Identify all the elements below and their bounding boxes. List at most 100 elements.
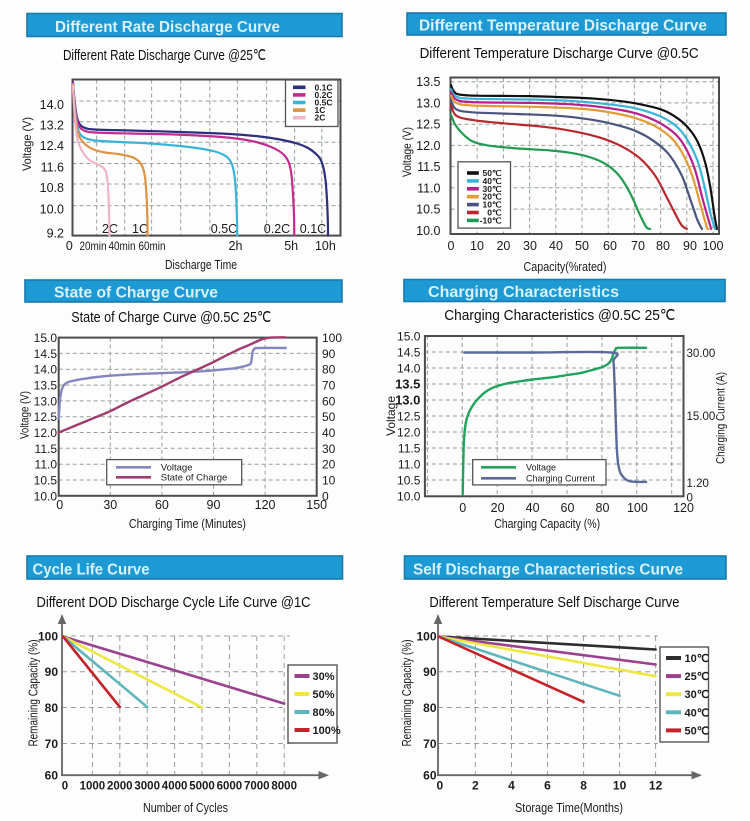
- svg-text:40℃: 40℃: [685, 707, 710, 719]
- svg-text:Voltage: Voltage: [526, 463, 556, 473]
- svg-text:40min: 40min: [109, 239, 136, 253]
- svg-text:30℃: 30℃: [685, 689, 710, 701]
- svg-text:100: 100: [416, 630, 436, 644]
- svg-text:0.2C: 0.2C: [264, 222, 290, 236]
- svg-text:2h: 2h: [229, 239, 243, 253]
- svg-text:150: 150: [306, 498, 327, 512]
- svg-text:10℃: 10℃: [685, 653, 710, 665]
- svg-text:12.5: 12.5: [397, 410, 421, 424]
- svg-text:100: 100: [38, 630, 58, 644]
- svg-text:0.2C: 0.2C: [315, 90, 333, 100]
- svg-text:14.0: 14.0: [34, 363, 58, 377]
- svg-text:Different Temperature Discharg: Different Temperature Discharge Curve @0…: [420, 45, 699, 62]
- svg-text:0: 0: [56, 498, 63, 512]
- svg-text:40: 40: [549, 239, 563, 253]
- svg-text:80: 80: [322, 363, 336, 377]
- svg-text:10.5: 10.5: [397, 474, 421, 488]
- svg-text:1000: 1000: [80, 781, 106, 793]
- svg-text:Charging Characteristics: Charging Characteristics: [428, 284, 619, 301]
- svg-text:13.0: 13.0: [395, 393, 420, 408]
- svg-text:10.8: 10.8: [40, 181, 64, 195]
- svg-text:10: 10: [322, 474, 336, 488]
- svg-text:10h: 10h: [315, 239, 336, 253]
- svg-text:5h: 5h: [284, 239, 298, 253]
- svg-text:12.0: 12.0: [397, 426, 421, 440]
- svg-text:Different Rate Discharge Curve: Different Rate Discharge Curve: [55, 19, 280, 36]
- svg-text:1C: 1C: [132, 222, 148, 236]
- svg-text:Voltage (V): Voltage (V): [20, 117, 34, 171]
- svg-text:Cycle Life Curve: Cycle Life Curve: [33, 562, 150, 579]
- svg-text:0: 0: [448, 239, 455, 253]
- svg-text:40℃: 40℃: [482, 176, 501, 186]
- svg-text:2000: 2000: [107, 781, 133, 793]
- svg-text:0.5C: 0.5C: [315, 98, 333, 108]
- svg-text:Remaining Capacity (%): Remaining Capacity (%): [27, 640, 41, 747]
- svg-text:90: 90: [683, 239, 697, 253]
- svg-text:20: 20: [491, 501, 505, 515]
- svg-text:10: 10: [613, 779, 627, 793]
- svg-text:-10℃: -10℃: [480, 215, 502, 225]
- svg-text:60: 60: [45, 769, 59, 783]
- svg-text:50℃: 50℃: [482, 168, 501, 178]
- svg-text:Storage Time(Months): Storage Time(Months): [515, 801, 623, 815]
- svg-text:70: 70: [631, 239, 645, 253]
- svg-text:20: 20: [322, 458, 336, 472]
- svg-text:14.5: 14.5: [397, 346, 421, 360]
- svg-text:13.0: 13.0: [416, 96, 440, 110]
- svg-text:70: 70: [45, 737, 59, 751]
- svg-text:2C: 2C: [315, 113, 326, 123]
- svg-text:15.0: 15.0: [34, 331, 58, 345]
- svg-text:0: 0: [62, 781, 68, 793]
- svg-text:Charging Current: Charging Current: [526, 474, 596, 484]
- svg-text:Discharge Time: Discharge Time: [165, 258, 237, 272]
- svg-text:80: 80: [45, 701, 59, 715]
- svg-text:Voltage: Voltage: [384, 396, 398, 436]
- svg-text:90: 90: [322, 347, 336, 361]
- svg-text:15.00: 15.00: [687, 411, 716, 423]
- svg-text:1C: 1C: [315, 105, 326, 115]
- svg-text:80%: 80%: [313, 707, 335, 719]
- svg-text:11.5: 11.5: [35, 442, 58, 456]
- svg-text:Capacity(%rated): Capacity(%rated): [524, 260, 607, 274]
- svg-text:0: 0: [436, 779, 443, 793]
- svg-text:13.5: 13.5: [395, 377, 420, 392]
- svg-text:90: 90: [207, 498, 221, 512]
- svg-text:0.5C: 0.5C: [211, 222, 237, 236]
- svg-text:80: 80: [423, 701, 437, 715]
- svg-text:120: 120: [673, 501, 694, 515]
- svg-text:11.6: 11.6: [41, 161, 64, 175]
- svg-text:14.5: 14.5: [34, 347, 58, 361]
- svg-text:20: 20: [496, 239, 510, 253]
- svg-text:60: 60: [603, 239, 617, 253]
- svg-text:13.5: 13.5: [34, 379, 58, 393]
- svg-text:Different Temperature Discharg: Different Temperature Discharge Curve: [419, 18, 707, 35]
- svg-text:12.0: 12.0: [416, 139, 440, 153]
- svg-text:11.0: 11.0: [417, 181, 440, 195]
- svg-text:12: 12: [649, 779, 663, 793]
- svg-text:60min: 60min: [139, 239, 166, 253]
- svg-text:50: 50: [575, 239, 589, 253]
- svg-text:Voltage (V): Voltage (V): [18, 391, 32, 439]
- svg-text:5000: 5000: [189, 781, 215, 793]
- svg-text:8: 8: [580, 779, 587, 793]
- svg-text:80: 80: [596, 501, 610, 515]
- svg-text:40: 40: [526, 501, 540, 515]
- svg-text:60: 60: [322, 394, 336, 408]
- svg-text:50℃: 50℃: [685, 725, 710, 737]
- svg-text:11.0: 11.0: [398, 458, 421, 472]
- svg-text:70: 70: [322, 379, 336, 393]
- svg-text:10.0: 10.0: [416, 224, 440, 238]
- svg-text:12.5: 12.5: [34, 410, 58, 424]
- svg-text:Self Discharge Characteristics: Self Discharge Characteristics Curve: [413, 562, 683, 579]
- svg-text:90: 90: [45, 665, 59, 679]
- svg-text:Number of Cycles: Number of Cycles: [143, 801, 228, 815]
- svg-text:90: 90: [423, 665, 437, 679]
- svg-text:60: 60: [155, 498, 169, 512]
- svg-text:100: 100: [322, 331, 342, 345]
- svg-text:0.1C: 0.1C: [300, 222, 326, 236]
- svg-text:50%: 50%: [313, 689, 335, 701]
- svg-text:100%: 100%: [313, 725, 341, 737]
- svg-text:Different Temperature Self Dis: Different Temperature Self Discharge Cur…: [429, 594, 679, 611]
- svg-text:State of Charge Curve @0.5C 25: State of Charge Curve @0.5C 25℃: [71, 309, 271, 326]
- svg-text:Charging Time (Minutes): Charging Time (Minutes): [129, 517, 246, 531]
